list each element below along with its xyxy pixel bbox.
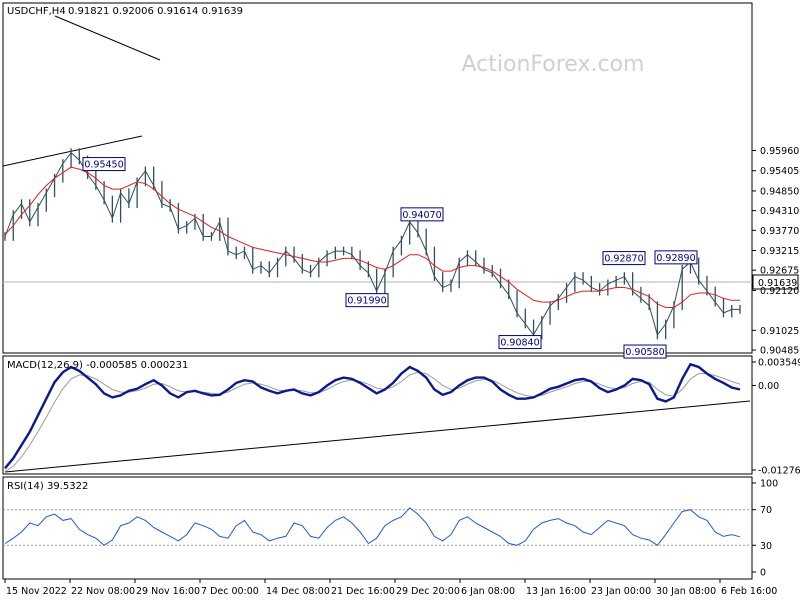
- macd-title: MACD(12,26,9) -0.000585 0.000231: [7, 360, 188, 371]
- macd-tick-label: 0.00: [758, 381, 779, 392]
- macd-panel-frame: [2, 355, 753, 475]
- time-tick-label: 23 Jan 00:00: [591, 586, 651, 597]
- rsi-tick-label: 70: [760, 505, 772, 516]
- time-tick-label: 7 Dec 00:00: [201, 586, 259, 597]
- price-annotation-label: 0.92870: [604, 254, 643, 265]
- price-tick-label: 0.94850: [760, 186, 799, 197]
- time-tick-label: 6 Feb 16:00: [721, 586, 777, 597]
- time-axis: 15 Nov 2022 22 Nov 08:00 29 Nov 16:00 7 Dec…: [4, 579, 777, 597]
- time-tick-label: 6 Jan 08:00: [461, 586, 515, 597]
- price-tick-label: 0.92120: [760, 286, 799, 297]
- time-tick-label: 21 Dec 16:00: [331, 586, 395, 597]
- price-annotation-label: 0.94070: [402, 210, 441, 221]
- price-annotation-box: [82, 157, 126, 172]
- macd-axis: 0.003549 0.00 -0.012762: [752, 358, 800, 477]
- time-tick-label: 30 Jan 08:00: [656, 586, 716, 597]
- price-tick-label: 0.93215: [760, 246, 799, 257]
- lower-wedge-trendline: [2, 135, 143, 167]
- time-tick-label: 29 Nov 16:00: [136, 586, 200, 597]
- time-tick-label: 29 Dec 20:00: [396, 586, 460, 597]
- current-price-box: [752, 274, 799, 290]
- price-annotation-box: [400, 207, 444, 222]
- rsi-line: [4, 507, 741, 546]
- price-tick-label: 0.95405: [760, 166, 799, 177]
- annotations: 0.95450 0.94070 0.91990 0.90840 0.92870 0.928…: [82, 157, 698, 359]
- price-annotation-label: 0.90840: [500, 338, 539, 349]
- price-tick-label: 0.90485: [760, 346, 799, 357]
- macd-tick-label: 0.003549: [758, 358, 800, 369]
- price-annotation-label: 0.91990: [347, 296, 386, 307]
- price-annotation-label: 0.92890: [656, 253, 695, 264]
- macd-tick-label: -0.012762: [758, 466, 800, 477]
- moving-average-line: [4, 166, 740, 308]
- time-tick-label: 13 Jan 16:00: [526, 586, 586, 597]
- rsi-axis: 100 70 30 0: [752, 479, 778, 579]
- price-annotation-box: [654, 250, 698, 265]
- time-tick-label: 15 Nov 2022: [6, 586, 67, 597]
- watermark: ActionForex.com: [462, 52, 645, 77]
- rsi-layer: [3, 507, 752, 546]
- price-annotation-box: [498, 335, 542, 350]
- rsi-tick-label: 100: [760, 479, 778, 490]
- symbol-title: USDCHF,H4: [7, 6, 66, 17]
- time-tick-label: 14 Dec 08:00: [266, 586, 330, 597]
- price-tick-label: 0.91025: [760, 326, 799, 337]
- rsi-tick-label: 0: [760, 568, 766, 579]
- price-annotation-box: [602, 251, 646, 266]
- price-tick-label: 0.94310: [760, 206, 799, 217]
- price-tick-label: 0.95960: [760, 146, 799, 157]
- price-annotation-box: [345, 293, 389, 308]
- price-annotation-box: [623, 344, 667, 359]
- macd-layer: [4, 362, 741, 473]
- upper-wedge-trendline: [54, 15, 161, 61]
- price-annotation-label: 0.95450: [84, 160, 123, 171]
- rsi-panel-frame: [2, 476, 753, 580]
- price-annotation-label: 0.90580: [625, 347, 664, 358]
- rsi-tick-label: 30: [760, 541, 772, 552]
- price-axis: 0.95960 0.95405 0.94850 0.94310 0.93770 0.932…: [752, 146, 799, 357]
- current-price-label: 0.91639: [758, 278, 797, 289]
- price-tick-label: 0.92675: [760, 266, 799, 277]
- time-tick-label: 22 Nov 08:00: [71, 586, 135, 597]
- rsi-title: RSI(14) 39.5322: [7, 481, 88, 492]
- macd-trendline: [4, 400, 751, 473]
- price-close-line: [4, 151, 740, 337]
- macd-line: [4, 362, 741, 470]
- price-tick-label: 0.93770: [760, 226, 799, 237]
- price-layer: [4, 148, 741, 340]
- ohlc-readout: 0.91821 0.92006 0.91614 0.91639: [68, 6, 243, 17]
